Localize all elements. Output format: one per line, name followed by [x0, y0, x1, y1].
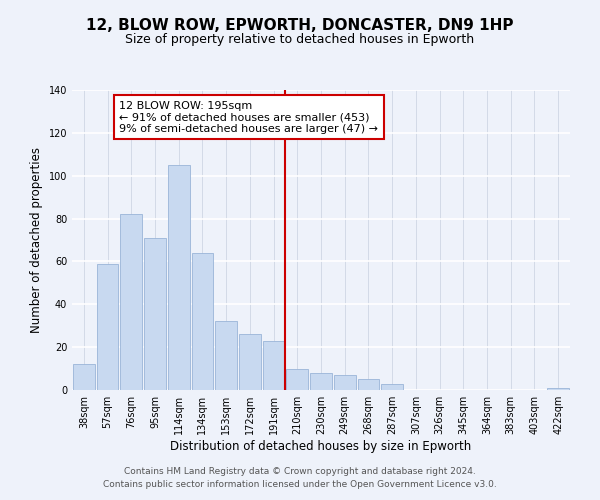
- Bar: [144, 238, 166, 390]
- Bar: [547, 388, 569, 390]
- Bar: [263, 340, 284, 390]
- Bar: [358, 380, 379, 390]
- Bar: [334, 375, 356, 390]
- Bar: [215, 322, 237, 390]
- Bar: [168, 165, 190, 390]
- Text: 12 BLOW ROW: 195sqm
← 91% of detached houses are smaller (453)
9% of semi-detach: 12 BLOW ROW: 195sqm ← 91% of detached ho…: [119, 100, 379, 134]
- Bar: [97, 264, 118, 390]
- Text: 12, BLOW ROW, EPWORTH, DONCASTER, DN9 1HP: 12, BLOW ROW, EPWORTH, DONCASTER, DN9 1H…: [86, 18, 514, 32]
- Bar: [191, 253, 214, 390]
- Y-axis label: Number of detached properties: Number of detached properties: [30, 147, 43, 333]
- Bar: [286, 368, 308, 390]
- Bar: [73, 364, 95, 390]
- Text: Size of property relative to detached houses in Epworth: Size of property relative to detached ho…: [125, 32, 475, 46]
- Bar: [381, 384, 403, 390]
- Bar: [310, 373, 332, 390]
- Text: Contains public sector information licensed under the Open Government Licence v3: Contains public sector information licen…: [103, 480, 497, 489]
- Bar: [121, 214, 142, 390]
- X-axis label: Distribution of detached houses by size in Epworth: Distribution of detached houses by size …: [170, 440, 472, 453]
- Text: Contains HM Land Registry data © Crown copyright and database right 2024.: Contains HM Land Registry data © Crown c…: [124, 467, 476, 476]
- Bar: [239, 334, 261, 390]
